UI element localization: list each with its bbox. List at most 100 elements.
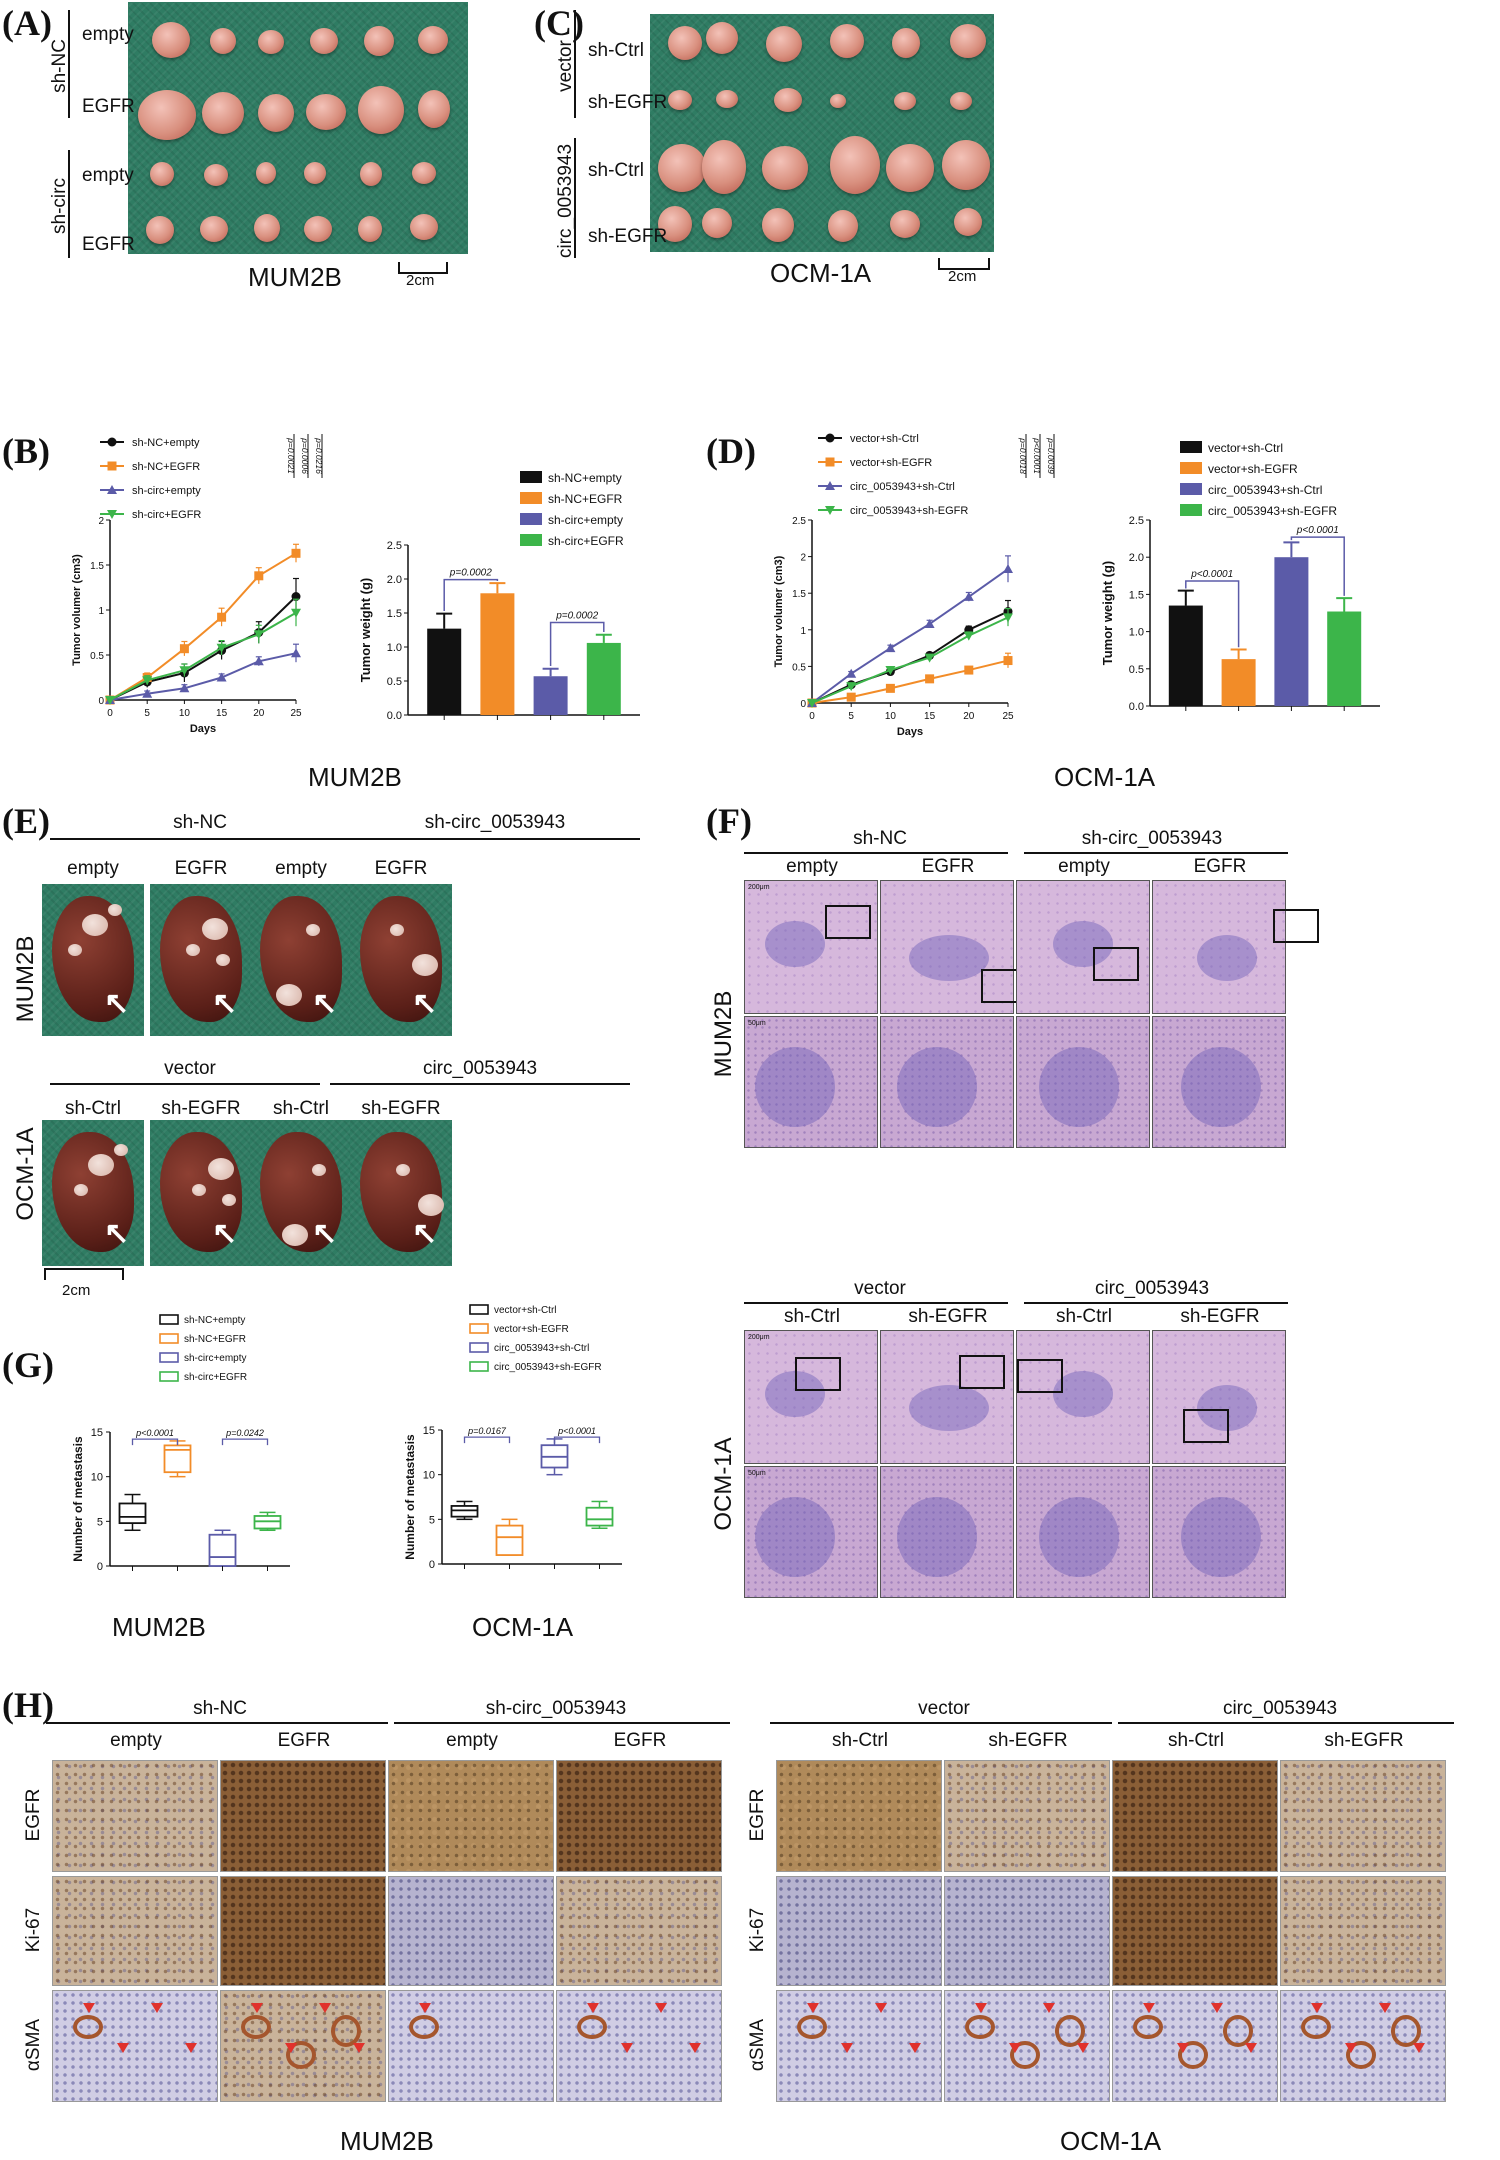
- red-arrow-icon: [319, 2003, 331, 2013]
- panel-a-row2: EGFR: [82, 96, 135, 117]
- panel-e-row2: OCM-1A: [12, 1127, 39, 1221]
- x-tick-label: 10: [179, 708, 191, 719]
- y-tick-label: 0: [98, 696, 104, 707]
- panel-h-right-group2: circ_0053943: [1222, 1698, 1338, 1719]
- legend-swatch: [1180, 441, 1202, 453]
- box: [118, 1502, 147, 1525]
- p-value: p=0.0021: [286, 437, 296, 474]
- p-bracket: [1185, 580, 1240, 648]
- data-point: [216, 643, 227, 653]
- vessel: [331, 2015, 361, 2047]
- bar-0: [1168, 605, 1203, 706]
- panel-e-top-col-0: empty: [67, 858, 119, 879]
- red-arrow-icon: [1077, 2043, 1089, 2053]
- y-tick-label: 1: [800, 626, 806, 637]
- red-arrow-icon: [285, 2043, 297, 2053]
- panel-e-photo-r0-c0: ↖: [42, 884, 144, 1036]
- panel-h-right-group1: vector: [918, 1698, 970, 1719]
- panel-f-bracket: [1024, 1302, 1288, 1304]
- legend-swatch: [1180, 483, 1202, 495]
- panel-h-right-tile-r1-c2: [1112, 1876, 1278, 1986]
- panel-h-left-tile-r0-c2: [388, 1760, 554, 1872]
- p-value: p=0.0018: [1018, 437, 1028, 474]
- arrow-icon: ↖: [412, 1217, 438, 1250]
- panel-f-bottom-high-mag-0: [744, 1466, 878, 1598]
- legend-swatch: [159, 1371, 179, 1382]
- legend-label: vector+sh-EGFR: [494, 1324, 569, 1335]
- red-arrow-icon: [1043, 2003, 1055, 2013]
- chart-g-mum2b: 0 5 10 15 Number of metastasis p<0.0001 p=0.02…: [71, 1314, 290, 1573]
- y-tick-label: 1.0: [1129, 627, 1144, 639]
- p-value: p=0.0002: [555, 611, 598, 622]
- panel-e-top-col-1: EGFR: [174, 858, 228, 879]
- panel-f-bottom-scale-hi: 50μm: [748, 1470, 766, 1477]
- panel-h-caption2: OCM-1A: [1060, 2126, 1162, 2156]
- panel-h-bracket: [46, 1722, 388, 1724]
- box-0: [118, 1493, 147, 1571]
- panel-f-bottom-low-mag-1: [880, 1330, 1014, 1464]
- legend-label: circ_0053943+sh-Ctrl: [494, 1343, 589, 1354]
- panel-h-right-row-1: Ki-67: [747, 1907, 768, 1953]
- data-point: [846, 692, 856, 702]
- panel-a-group1: sh-NC: [49, 39, 70, 93]
- panel-h-right-row-0: EGFR: [747, 1788, 768, 1842]
- panel-f-bracket: [744, 852, 1008, 854]
- legend-label: sh-circ+EGFR: [548, 534, 624, 548]
- legend-label: sh-circ+empty: [548, 513, 623, 527]
- y-tick-label: 0.5: [90, 651, 104, 662]
- p-bracket: [443, 578, 499, 611]
- panel-e-photo-r1-c2: ↖: [250, 1120, 352, 1266]
- vessel: [1223, 2015, 1253, 2047]
- panel-f-top-low-mag-3: [1152, 880, 1319, 1014]
- data-point: [807, 699, 817, 708]
- arrow-icon: ↖: [312, 987, 338, 1020]
- arrow-icon: ↖: [104, 1217, 130, 1250]
- panel-c-row2: sh-EGFR: [588, 92, 668, 113]
- panel-f-top-low-mag-2: [1016, 880, 1150, 1014]
- panel-f-top-col-3: EGFR: [1193, 856, 1247, 877]
- panel-h-caption1: MUM2B: [340, 2126, 434, 2156]
- panel-h-left-tile-r1-c2: [388, 1876, 554, 1986]
- red-arrow-icon: [1009, 2043, 1021, 2053]
- panel-f-top-high-mag-0: [744, 1016, 878, 1148]
- panel-e-top-col-3: EGFR: [374, 858, 428, 879]
- legend-label: sh-circ+EGFR: [132, 509, 201, 521]
- red-arrow-icon: [1345, 2043, 1357, 2053]
- panel-h-right-tile-r1-c0: [776, 1876, 942, 1986]
- vessel: [577, 2015, 607, 2039]
- legend-swatch: [1180, 462, 1202, 474]
- panel-h-left-row-0: EGFR: [23, 1788, 44, 1842]
- panel-h-right-tile-r0-c2: [1112, 1760, 1278, 1872]
- panel-h-right-tile-r1-c1: [944, 1876, 1110, 1986]
- panel-f-top-scale-lo: 200μm: [748, 884, 770, 891]
- y-tick-label: 2.5: [792, 516, 806, 527]
- panel-h-left-group1: sh-NC: [193, 1698, 247, 1719]
- legend-marker: [825, 481, 835, 490]
- red-arrow-icon: [151, 2003, 163, 2013]
- red-arrow-icon: [655, 2003, 667, 2013]
- p-value: p=0.0167: [467, 1426, 507, 1436]
- y-tick-label: 1.5: [90, 561, 104, 572]
- panel-h-bracket: [1118, 1722, 1454, 1724]
- panel-label-e: (E): [2, 801, 50, 841]
- data-point: [217, 612, 227, 622]
- panel-e-photo-r1-c1: ↖: [150, 1120, 252, 1266]
- data-point: [216, 672, 227, 682]
- panel-e-bottom-col-2: sh-Ctrl: [273, 1098, 329, 1119]
- data-point: [925, 674, 935, 684]
- x-tick-label: 0: [107, 708, 113, 719]
- box-3: [253, 1511, 282, 1571]
- bar-3: [586, 642, 621, 715]
- legend-label: vector+sh-EGFR: [1208, 462, 1298, 476]
- legend-label: vector+sh-EGFR: [850, 457, 932, 469]
- x-tick-label: 5: [144, 708, 150, 719]
- panel-h-left-col-1: EGFR: [277, 1730, 331, 1751]
- y-tick-label: 10: [423, 1470, 435, 1482]
- tumor-region: [909, 1385, 989, 1431]
- panel-e-photo-r1-c3: ↖: [350, 1120, 452, 1266]
- data-point: [179, 644, 189, 654]
- legend-swatch: [159, 1314, 179, 1325]
- x-tick-label: 15: [924, 711, 936, 722]
- legend-label: circ_0053943+sh-Ctrl: [850, 481, 955, 493]
- vessel: [1010, 2041, 1040, 2069]
